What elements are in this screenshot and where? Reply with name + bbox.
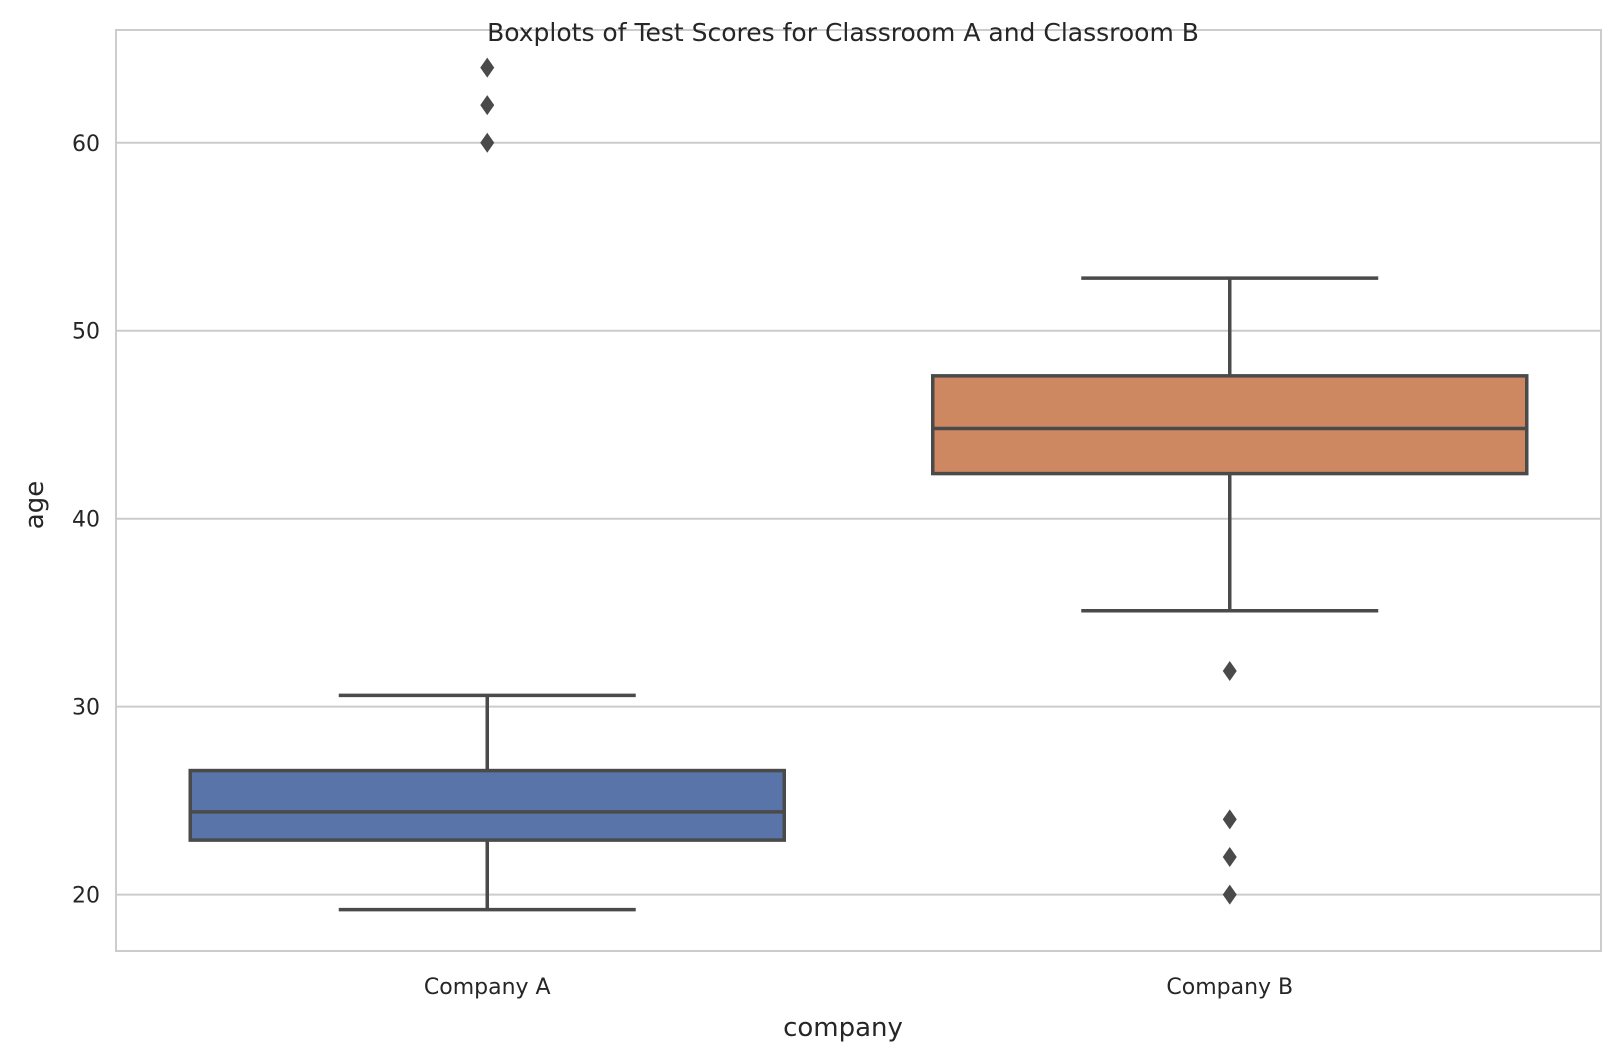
box-2-outlier-1	[1222, 884, 1237, 905]
y-axis-label: age	[20, 481, 50, 529]
boxes	[188, 57, 1529, 912]
y-tick-label-40: 40	[72, 508, 100, 533]
gridlines	[116, 141, 1601, 896]
box-1-outlier-2	[480, 95, 495, 116]
y-tick-label-60: 60	[72, 132, 100, 157]
box-1-group	[188, 57, 786, 912]
y-tick-label-20: 20	[72, 884, 100, 909]
x-tick-labels: Company A Company B	[424, 975, 1293, 1000]
box-2-outlier-2	[1222, 847, 1237, 868]
box-2-outlier-4	[1222, 660, 1237, 681]
y-tick-labels: 20 30 40 50 60	[72, 132, 100, 909]
x-axis-label: company	[783, 1013, 903, 1043]
plot-frame	[115, 29, 1602, 952]
box-2-outlier-3	[1222, 809, 1237, 830]
box-1-outlier-1	[480, 132, 495, 153]
box-2-group	[931, 276, 1529, 905]
box-1-outlier-3	[480, 57, 495, 78]
y-tick-label-50: 50	[72, 320, 100, 345]
box-2-iqr-box	[931, 374, 1529, 476]
x-tick-label-2: Company B	[1166, 975, 1293, 1000]
box-1-iqr-box	[188, 768, 786, 842]
chart-title: Boxplots of Test Scores for Classroom A …	[487, 18, 1199, 47]
y-tick-label-30: 30	[72, 696, 100, 721]
x-tick-label-1: Company A	[424, 975, 551, 1000]
